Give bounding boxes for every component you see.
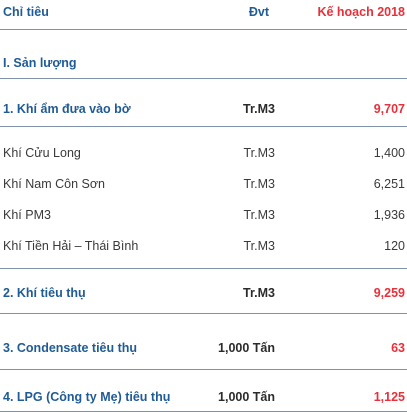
row-unit: Tr.M3 xyxy=(243,177,275,191)
row-value: 6,251 xyxy=(373,177,405,191)
row-value: 9,259 xyxy=(373,286,405,300)
table-row: 3. Condensate tiêu thụ 1,000 Tấn 63 xyxy=(0,337,407,359)
header-item: Chỉ tiêu xyxy=(3,5,49,19)
table-row: Khí PM3 Tr.M3 1,936 xyxy=(0,204,407,226)
row-value: 9,707 xyxy=(373,102,405,116)
row-item: 4. LPG (Công ty Mẹ) tiêu thụ xyxy=(3,390,171,404)
row-item: Khí Cửu Long xyxy=(3,146,81,160)
divider xyxy=(0,78,407,79)
row-unit: Tr.M3 xyxy=(243,286,275,300)
row-value: 63 xyxy=(391,341,405,355)
row-item: 3. Condensate tiêu thụ xyxy=(3,341,138,355)
row-value: 1,400 xyxy=(373,146,405,160)
divider xyxy=(0,29,407,30)
row-unit: Tr.M3 xyxy=(243,239,275,253)
header-unit: Đvt xyxy=(248,5,269,19)
divider xyxy=(0,126,407,127)
table-row: 4. LPG (Công ty Mẹ) tiêu thụ 1,000 Tấn 1… xyxy=(0,386,407,408)
row-item: 1. Khí ẩm đưa vào bờ xyxy=(3,102,131,116)
row-item: Khí Tiền Hải – Thái Bình xyxy=(3,239,139,253)
row-item: Khí Nam Côn Sơn xyxy=(3,177,105,191)
row-unit: Tr.M3 xyxy=(243,208,275,222)
row-unit: 1,000 Tấn xyxy=(218,390,275,404)
section-title: I. Sản lượng xyxy=(3,56,77,70)
row-unit: 1,000 Tấn xyxy=(218,341,275,355)
row-item: 2. Khí tiêu thụ xyxy=(3,286,86,300)
row-item: Khí PM3 xyxy=(3,208,51,222)
row-unit: Tr.M3 xyxy=(243,146,275,160)
divider xyxy=(0,268,407,269)
header-plan: Kế hoạch 2018 xyxy=(317,5,405,19)
row-value: 1,936 xyxy=(373,208,405,222)
table-row: 1. Khí ẩm đưa vào bờ Tr.M3 9,707 xyxy=(0,98,407,120)
divider xyxy=(0,313,407,314)
row-value: 1,125 xyxy=(373,390,405,404)
row-value: 120 xyxy=(384,239,405,253)
table-row: 2. Khí tiêu thụ Tr.M3 9,259 xyxy=(0,282,407,304)
table-row: Khí Nam Côn Sơn Tr.M3 6,251 xyxy=(0,173,407,195)
table-header: Chỉ tiêu Đvt Kế hoạch 2018 xyxy=(0,1,407,23)
row-unit: Tr.M3 xyxy=(243,102,275,116)
section-row: I. Sản lượng xyxy=(0,52,407,74)
divider xyxy=(0,369,407,370)
table-row: Khí Tiền Hải – Thái Bình Tr.M3 120 xyxy=(0,235,407,257)
table-row: Khí Cửu Long Tr.M3 1,400 xyxy=(0,142,407,164)
